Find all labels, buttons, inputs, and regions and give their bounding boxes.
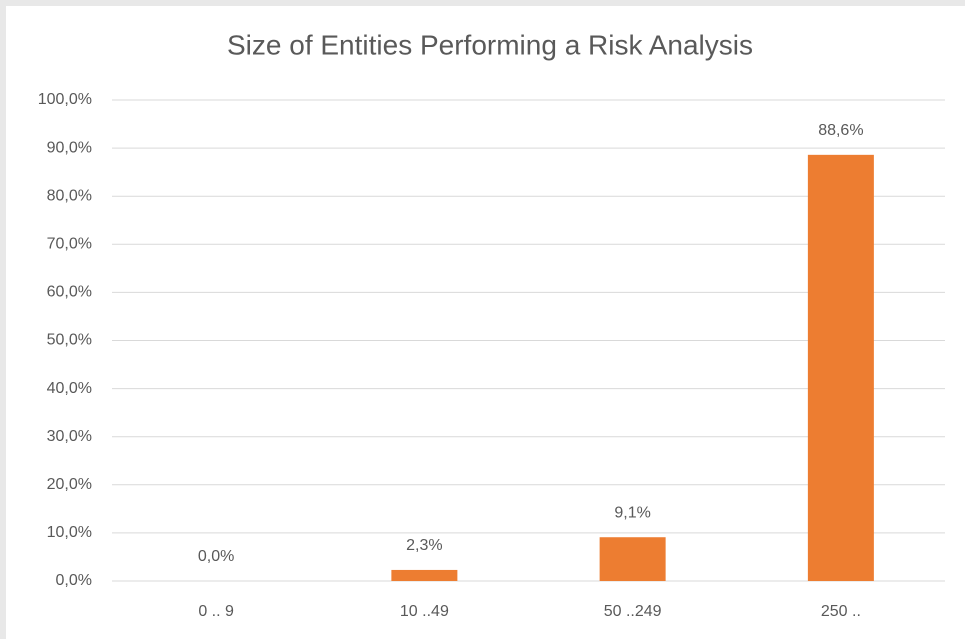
- y-tick-label: 0,0%: [56, 572, 92, 589]
- bar: [599, 537, 666, 581]
- x-tick-label: 0 .. 9: [198, 603, 234, 620]
- y-tick-label: 70,0%: [47, 236, 92, 253]
- y-tick-label: 50,0%: [47, 332, 92, 349]
- y-tick-label: 100,0%: [38, 91, 92, 108]
- data-label: 2,3%: [406, 537, 442, 554]
- data-label: 0,0%: [198, 548, 234, 565]
- bar: [391, 569, 458, 581]
- bar: [807, 154, 874, 582]
- y-tick-label: 80,0%: [47, 187, 92, 204]
- y-tick-label: 30,0%: [47, 428, 92, 445]
- y-tick-label: 90,0%: [47, 139, 92, 156]
- y-tick-label: 60,0%: [47, 284, 92, 301]
- chart-area: [6, 6, 965, 639]
- y-tick-label: 40,0%: [47, 380, 92, 397]
- data-label: 88,6%: [818, 122, 863, 139]
- x-tick-label: 10 ..49: [400, 603, 449, 620]
- x-tick-label: 50 ..249: [604, 603, 662, 620]
- y-tick-label: 10,0%: [47, 524, 92, 541]
- x-tick-label: 250 ..: [821, 603, 861, 620]
- chart-title: Size of Entities Performing a Risk Analy…: [227, 29, 753, 60]
- data-label: 9,1%: [614, 504, 650, 521]
- y-tick-label: 20,0%: [47, 476, 92, 493]
